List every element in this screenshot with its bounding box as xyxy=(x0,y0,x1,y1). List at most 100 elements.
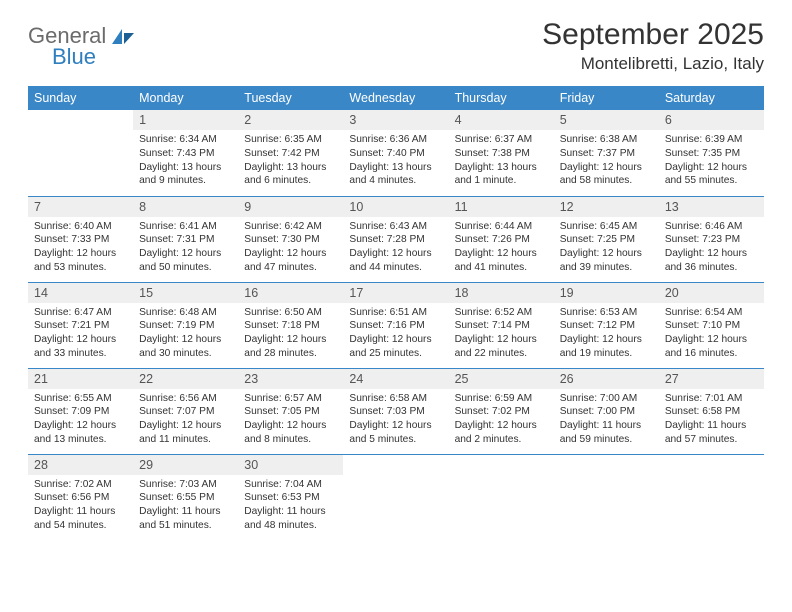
weekday-header: Thursday xyxy=(449,86,554,110)
day-details: Sunrise: 6:35 AMSunset: 7:42 PMDaylight:… xyxy=(238,130,343,192)
day-number: 14 xyxy=(28,283,133,303)
daylight-text: Daylight: 12 hours and 50 minutes. xyxy=(139,247,232,275)
daylight-text: Daylight: 12 hours and 30 minutes. xyxy=(139,333,232,361)
calendar-cell: 3Sunrise: 6:36 AMSunset: 7:40 PMDaylight… xyxy=(343,110,448,196)
sunset-text: Sunset: 7:25 PM xyxy=(560,233,653,247)
day-details: Sunrise: 6:51 AMSunset: 7:16 PMDaylight:… xyxy=(343,303,448,365)
sunrise-text: Sunrise: 6:53 AM xyxy=(560,306,653,320)
calendar-cell: 22Sunrise: 6:56 AMSunset: 7:07 PMDayligh… xyxy=(133,368,238,454)
day-number: 15 xyxy=(133,283,238,303)
weekday-header: Tuesday xyxy=(238,86,343,110)
day-details: Sunrise: 6:57 AMSunset: 7:05 PMDaylight:… xyxy=(238,389,343,451)
day-details: Sunrise: 6:34 AMSunset: 7:43 PMDaylight:… xyxy=(133,130,238,192)
calendar-cell: 23Sunrise: 6:57 AMSunset: 7:05 PMDayligh… xyxy=(238,368,343,454)
calendar-cell: 27Sunrise: 7:01 AMSunset: 6:58 PMDayligh… xyxy=(659,368,764,454)
calendar-cell: 18Sunrise: 6:52 AMSunset: 7:14 PMDayligh… xyxy=(449,282,554,368)
page-header: General Blue September 2025 Montelibrett… xyxy=(28,18,764,74)
sunset-text: Sunset: 7:31 PM xyxy=(139,233,232,247)
calendar-cell: 21Sunrise: 6:55 AMSunset: 7:09 PMDayligh… xyxy=(28,368,133,454)
day-number: 9 xyxy=(238,197,343,217)
day-number: 4 xyxy=(449,110,554,130)
day-details: Sunrise: 6:59 AMSunset: 7:02 PMDaylight:… xyxy=(449,389,554,451)
day-details: Sunrise: 6:44 AMSunset: 7:26 PMDaylight:… xyxy=(449,217,554,279)
day-details: Sunrise: 6:38 AMSunset: 7:37 PMDaylight:… xyxy=(554,130,659,192)
sunrise-text: Sunrise: 6:43 AM xyxy=(349,220,442,234)
sunset-text: Sunset: 6:55 PM xyxy=(139,491,232,505)
month-title: September 2025 xyxy=(542,18,764,52)
day-details: Sunrise: 6:37 AMSunset: 7:38 PMDaylight:… xyxy=(449,130,554,192)
day-number: 13 xyxy=(659,197,764,217)
sunset-text: Sunset: 7:42 PM xyxy=(244,147,337,161)
weekday-header: Friday xyxy=(554,86,659,110)
sunset-text: Sunset: 7:10 PM xyxy=(665,319,758,333)
calendar-cell: 20Sunrise: 6:54 AMSunset: 7:10 PMDayligh… xyxy=(659,282,764,368)
brand-logo: General Blue xyxy=(28,18,136,68)
calendar-cell: 12Sunrise: 6:45 AMSunset: 7:25 PMDayligh… xyxy=(554,196,659,282)
daylight-text: Daylight: 13 hours and 4 minutes. xyxy=(349,161,442,189)
sunset-text: Sunset: 7:26 PM xyxy=(455,233,548,247)
day-number: 1 xyxy=(133,110,238,130)
day-number: 18 xyxy=(449,283,554,303)
sunrise-text: Sunrise: 6:42 AM xyxy=(244,220,337,234)
sunrise-text: Sunrise: 6:44 AM xyxy=(455,220,548,234)
sunrise-text: Sunrise: 6:46 AM xyxy=(665,220,758,234)
sunrise-text: Sunrise: 6:35 AM xyxy=(244,133,337,147)
day-details: Sunrise: 6:58 AMSunset: 7:03 PMDaylight:… xyxy=(343,389,448,451)
weekday-header: Sunday xyxy=(28,86,133,110)
calendar-cell: 17Sunrise: 6:51 AMSunset: 7:16 PMDayligh… xyxy=(343,282,448,368)
daylight-text: Daylight: 12 hours and 25 minutes. xyxy=(349,333,442,361)
daylight-text: Daylight: 12 hours and 55 minutes. xyxy=(665,161,758,189)
location-label: Montelibretti, Lazio, Italy xyxy=(542,54,764,74)
calendar-row: 14Sunrise: 6:47 AMSunset: 7:21 PMDayligh… xyxy=(28,282,764,368)
daylight-text: Daylight: 11 hours and 59 minutes. xyxy=(560,419,653,447)
sunrise-text: Sunrise: 6:56 AM xyxy=(139,392,232,406)
calendar-page: General Blue September 2025 Montelibrett… xyxy=(0,0,792,540)
daylight-text: Daylight: 12 hours and 19 minutes. xyxy=(560,333,653,361)
calendar-cell: 10Sunrise: 6:43 AMSunset: 7:28 PMDayligh… xyxy=(343,196,448,282)
sunset-text: Sunset: 7:18 PM xyxy=(244,319,337,333)
calendar-cell: 24Sunrise: 6:58 AMSunset: 7:03 PMDayligh… xyxy=(343,368,448,454)
day-number: 29 xyxy=(133,455,238,475)
day-number: 22 xyxy=(133,369,238,389)
day-details: Sunrise: 6:46 AMSunset: 7:23 PMDaylight:… xyxy=(659,217,764,279)
day-details: Sunrise: 6:41 AMSunset: 7:31 PMDaylight:… xyxy=(133,217,238,279)
calendar-row: 21Sunrise: 6:55 AMSunset: 7:09 PMDayligh… xyxy=(28,368,764,454)
weekday-header: Monday xyxy=(133,86,238,110)
daylight-text: Daylight: 11 hours and 51 minutes. xyxy=(139,505,232,533)
sunset-text: Sunset: 7:03 PM xyxy=(349,405,442,419)
daylight-text: Daylight: 12 hours and 41 minutes. xyxy=(455,247,548,275)
day-number: 27 xyxy=(659,369,764,389)
calendar-cell: 29 Sunrise: 7:03 AMSunset: 6:55 PMDayligh… xyxy=(133,454,238,540)
sunrise-text: Sunrise: 6:47 AM xyxy=(34,306,127,320)
day-details: Sunrise: 6:36 AMSunset: 7:40 PMDaylight:… xyxy=(343,130,448,192)
calendar-cell xyxy=(449,454,554,540)
calendar-cell: 26Sunrise: 7:00 AMSunset: 7:00 PMDayligh… xyxy=(554,368,659,454)
day-number: 26 xyxy=(554,369,659,389)
sunrise-text: Sunrise: 7:03 AM xyxy=(139,478,232,492)
daylight-text: Daylight: 12 hours and 16 minutes. xyxy=(665,333,758,361)
daylight-text: Daylight: 12 hours and 13 minutes. xyxy=(34,419,127,447)
day-number: 16 xyxy=(238,283,343,303)
sunrise-text: Sunrise: 6:36 AM xyxy=(349,133,442,147)
sunset-text: Sunset: 7:16 PM xyxy=(349,319,442,333)
sunset-text: Sunset: 7:37 PM xyxy=(560,147,653,161)
calendar-cell: 9Sunrise: 6:42 AMSunset: 7:30 PMDaylight… xyxy=(238,196,343,282)
sunset-text: Sunset: 7:38 PM xyxy=(455,147,548,161)
sunset-text: Sunset: 6:53 PM xyxy=(244,491,337,505)
day-number: 6 xyxy=(659,110,764,130)
day-details: Sunrise: 6:56 AMSunset: 7:07 PMDaylight:… xyxy=(133,389,238,451)
sunrise-text: Sunrise: 6:50 AM xyxy=(244,306,337,320)
day-details: Sunrise: 7:02 AMSunset: 6:56 PMDaylight:… xyxy=(28,475,133,537)
sunrise-text: Sunrise: 6:34 AM xyxy=(139,133,232,147)
calendar-cell: 19Sunrise: 6:53 AMSunset: 7:12 PMDayligh… xyxy=(554,282,659,368)
sunrise-text: Sunrise: 6:51 AM xyxy=(349,306,442,320)
day-number: 30 xyxy=(238,455,343,475)
day-details: Sunrise: 6:53 AMSunset: 7:12 PMDaylight:… xyxy=(554,303,659,365)
day-details: Sunrise: 6:52 AMSunset: 7:14 PMDaylight:… xyxy=(449,303,554,365)
day-details: Sunrise: 6:43 AMSunset: 7:28 PMDaylight:… xyxy=(343,217,448,279)
calendar-row: 28Sunrise: 7:02 AMSunset: 6:56 PMDayligh… xyxy=(28,454,764,540)
sunrise-text: Sunrise: 6:57 AM xyxy=(244,392,337,406)
sunset-text: Sunset: 7:35 PM xyxy=(665,147,758,161)
weekday-header: Saturday xyxy=(659,86,764,110)
sunrise-text: Sunrise: 6:45 AM xyxy=(560,220,653,234)
